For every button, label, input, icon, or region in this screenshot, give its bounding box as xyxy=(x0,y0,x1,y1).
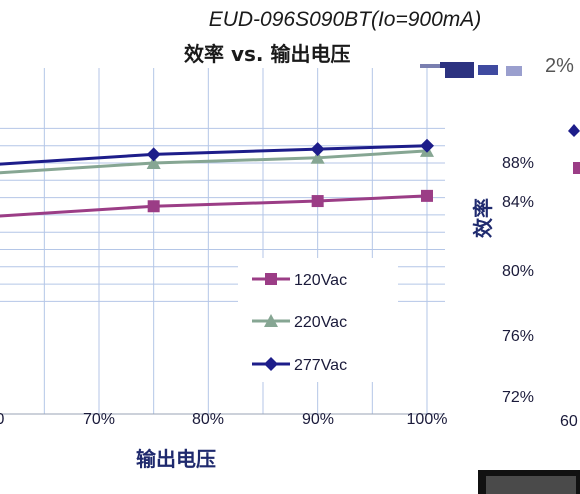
legend-marker-220Vac xyxy=(264,314,278,327)
model-title: EUD-096S090BT(Io=900mA) xyxy=(208,8,482,31)
data-point-120Vac xyxy=(311,195,324,208)
secondary-y-tick: 80% xyxy=(502,263,534,280)
data-point-120Vac xyxy=(147,200,160,213)
series-line-277Vac xyxy=(0,144,428,166)
efficiency-line-chart: 120Vac 220Vac 277Vac 0 70% 80% 90% 100% 输出… xyxy=(0,68,447,471)
secondary-x-tick-partial: 60 xyxy=(560,413,578,430)
legend-label-277Vac: 277Vac xyxy=(294,357,347,374)
series-line-220Vac xyxy=(0,149,428,175)
bottom-right-panel xyxy=(478,470,580,494)
series-line-120Vac xyxy=(0,194,428,218)
legend-marker-277Vac xyxy=(264,357,278,371)
legend-marker-120Vac xyxy=(265,273,277,285)
data-point-220Vac xyxy=(146,156,161,169)
secondary-y-tick: 72% xyxy=(502,389,534,406)
partial-label: 2% xyxy=(545,55,574,77)
data-point-220Vac xyxy=(310,150,325,164)
x-tick-partial: 0 xyxy=(0,411,5,428)
series-lines xyxy=(0,144,428,218)
x-axis-tick-labels: 0 70% 80% 90% 100% xyxy=(0,411,447,428)
secondary-chart-partial: 88% 84% 80% 76% 72% 60 效率 xyxy=(471,124,580,430)
legend-label-220Vac: 220Vac xyxy=(294,314,347,331)
x-tick-label: 90% xyxy=(302,411,334,428)
secondary-series-fragments xyxy=(568,124,580,174)
data-point-277Vac xyxy=(310,142,325,157)
chart-title: 效率 vs. 输出电压 xyxy=(184,42,351,66)
x-tick-label: 70% xyxy=(83,411,115,428)
data-point-277Vac xyxy=(146,147,161,162)
x-axis-title: 输出电压 xyxy=(136,447,216,471)
secondary-y-tick: 84% xyxy=(502,194,534,211)
data-point-120Vac xyxy=(420,189,433,202)
data-point-277Vac xyxy=(419,138,434,153)
secondary-y-axis-title: 效率 xyxy=(471,198,495,238)
secondary-y-tick: 76% xyxy=(502,328,534,345)
secondary-y-tick: 88% xyxy=(502,155,534,172)
legend-label-120Vac: 120Vac xyxy=(294,272,347,289)
x-tick-label: 80% xyxy=(192,411,224,428)
secondary-120-marker-fragment xyxy=(573,162,580,174)
legend: 120Vac 220Vac 277Vac xyxy=(238,258,398,382)
x-tick-label: 100% xyxy=(407,411,448,428)
secondary-277-marker-fragment xyxy=(568,124,580,137)
series-markers xyxy=(146,138,434,213)
